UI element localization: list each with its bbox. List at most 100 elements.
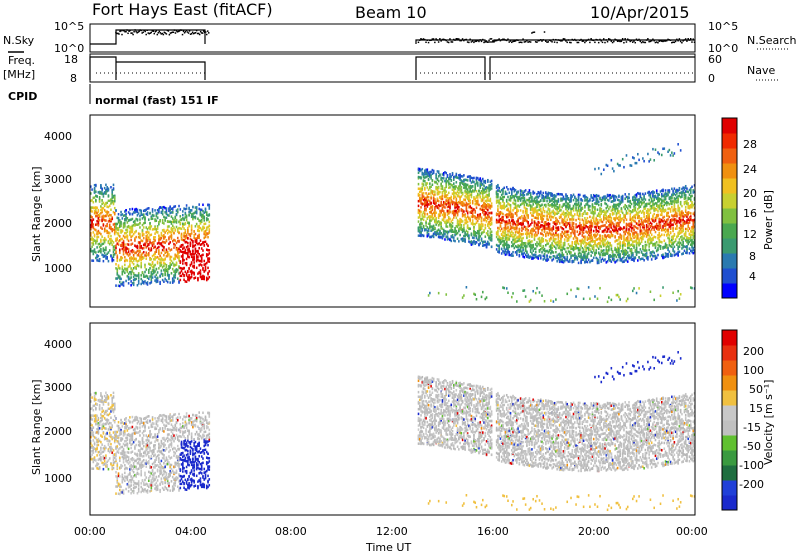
power-echo-cell <box>95 184 97 187</box>
power-echo-cell <box>128 251 130 254</box>
power-echo-cell <box>442 185 444 188</box>
power-echo-cell <box>463 294 465 297</box>
noise-sample <box>670 40 672 42</box>
power-echo-cell <box>101 235 103 238</box>
power-echo-cell <box>164 258 166 261</box>
power-echo-cell <box>479 235 481 238</box>
power-echo-cell <box>120 211 122 214</box>
power-echo-cell <box>425 209 427 212</box>
noise-sample <box>647 38 649 40</box>
power-echo-cell <box>169 281 171 284</box>
power-echo-cell <box>542 245 544 248</box>
noise-sample <box>145 34 147 36</box>
power-echo-cell <box>192 240 194 243</box>
power-echo-cell <box>456 181 458 184</box>
power-echo-cell <box>135 267 137 270</box>
noise-sample <box>530 41 532 43</box>
power-echo-cell <box>575 295 577 298</box>
power-echo-cell <box>539 195 541 198</box>
power-echo-cell <box>113 184 115 187</box>
power-echo-cell <box>583 259 585 262</box>
noise-sample <box>690 38 692 40</box>
power-echo-cell <box>500 224 502 227</box>
noise-sample <box>692 38 694 40</box>
power-echo-cell <box>173 279 175 282</box>
power-echo-cell <box>201 264 203 267</box>
power-echo-cell <box>176 221 178 224</box>
noise-sample <box>657 42 659 44</box>
power-echo-cell <box>473 177 475 180</box>
power-echo-cell <box>163 280 165 283</box>
power-echo-cell <box>546 200 548 203</box>
power-echo-cell <box>438 207 440 210</box>
power-echo-cell <box>118 264 120 267</box>
noise-sample <box>191 33 193 35</box>
power-echo-cell <box>579 249 581 252</box>
power-echo-cell <box>478 204 480 207</box>
power-echo-cell <box>138 282 140 285</box>
power-echo-cell <box>100 185 102 188</box>
power-echo-cell <box>161 252 163 255</box>
power-echo-cell <box>569 260 571 263</box>
power-echo-cell <box>563 195 565 198</box>
power-echo-cell <box>563 254 565 257</box>
power-echo-cell <box>511 241 513 244</box>
power-echo-cell <box>98 236 100 239</box>
power-echo-cell <box>507 188 509 191</box>
power-echo-cell <box>188 222 190 225</box>
power-echo-cell <box>124 272 126 275</box>
noise-sample <box>458 38 460 40</box>
power-echo-cell <box>501 228 503 231</box>
power-echo-cell <box>486 189 488 192</box>
power-echo-cell <box>467 231 469 234</box>
power-echo-cell <box>550 299 552 302</box>
noise-sample <box>186 30 188 32</box>
power-echo-cell <box>113 259 115 262</box>
power-echo-cell <box>119 235 121 238</box>
power-echo-cell <box>133 263 135 266</box>
noise-sample <box>561 40 563 42</box>
noise-sample <box>526 40 528 42</box>
power-echo-cell <box>477 184 479 187</box>
power-echo-cell <box>195 244 197 247</box>
power-echo-cell <box>157 231 159 234</box>
power-echo-cell <box>435 218 437 221</box>
power-echo-cell <box>540 199 542 202</box>
noise-sample <box>452 41 454 43</box>
power-echo-cell <box>506 204 508 207</box>
power-echo-cell <box>481 296 483 299</box>
power-echo-cell <box>553 216 555 219</box>
power-echo-cell <box>439 173 441 176</box>
noise-sample <box>626 41 628 43</box>
power-echo-cell <box>473 236 475 239</box>
power-echo-cell <box>100 233 102 236</box>
power-echo-cell <box>182 210 184 213</box>
power-echo-cell <box>116 259 118 262</box>
power-echo-cell <box>115 247 117 250</box>
power-echo-cell <box>188 207 190 210</box>
power-echo-cell <box>558 228 560 231</box>
power-echo-cell <box>579 213 581 216</box>
power-echo-cell <box>491 212 493 215</box>
power-echo-cell <box>203 227 205 230</box>
power-echo-cell <box>457 237 459 240</box>
power-echo-cell <box>135 230 137 233</box>
power-echo-cell <box>179 222 181 225</box>
power-echo-cell <box>177 237 179 240</box>
power-echo-cell <box>486 296 488 299</box>
power-echo-cell <box>500 202 502 205</box>
noise-sample <box>631 40 633 42</box>
power-echo-cell <box>437 183 439 186</box>
power-echo-cell <box>144 264 146 267</box>
power-echo-cell <box>129 265 131 268</box>
power-echo-cell <box>98 255 100 257</box>
power-echo-cell <box>453 236 455 239</box>
power-echo-cell <box>154 236 156 239</box>
noise-sample <box>566 42 568 44</box>
power-echo-cell <box>162 273 164 276</box>
noise-sample <box>419 39 421 41</box>
power-echo-cell <box>193 273 195 276</box>
power-echo-cell <box>443 177 445 180</box>
power-echo-cell <box>208 276 210 279</box>
power-echo-cell <box>135 278 137 281</box>
